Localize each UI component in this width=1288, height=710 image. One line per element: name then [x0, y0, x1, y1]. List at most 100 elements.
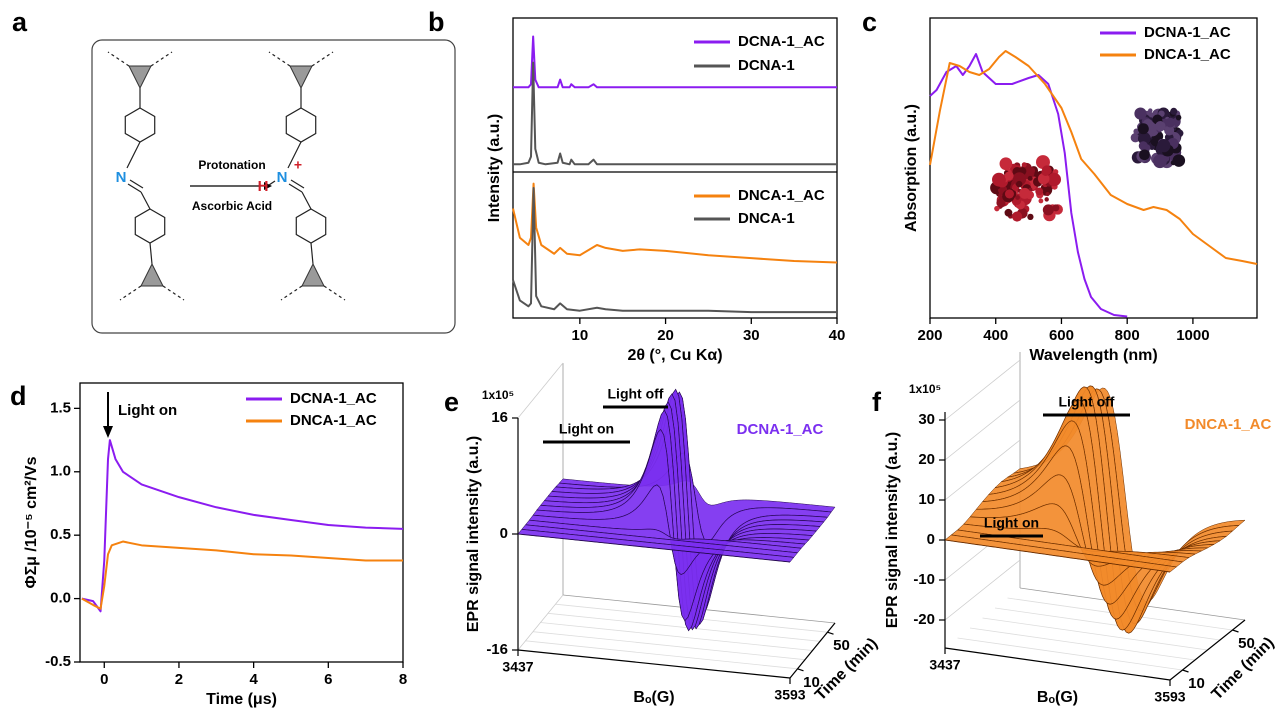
legend-label: DCNA-1_AC [738, 33, 825, 50]
particle [994, 205, 1000, 212]
node-triangle [140, 262, 164, 287]
particle [1012, 172, 1027, 186]
series-line [512, 182, 838, 264]
bond [129, 179, 144, 189]
floor-grid [957, 637, 1183, 671]
particle [1047, 172, 1061, 187]
node-triangle [301, 262, 325, 287]
particle [1045, 191, 1050, 197]
series-line [512, 187, 837, 314]
series-label: DNCA-1_AC [1185, 416, 1272, 433]
z-tick-label: -20 [913, 611, 935, 628]
time-tick [797, 668, 804, 672]
y-axis-label: Absorption (a.u.) [903, 104, 920, 232]
particle [1130, 132, 1141, 143]
scale-label: 1x10⁵ [482, 388, 514, 402]
x-tick-label: 600 [1049, 327, 1074, 344]
x-tick-label: 2 [175, 671, 183, 688]
bond [310, 242, 314, 265]
bond [127, 183, 142, 193]
particle [992, 172, 1006, 187]
annotation: Light on [118, 402, 177, 419]
plot-frame [929, 17, 1258, 319]
particle [1155, 120, 1166, 132]
node-triangle [128, 65, 152, 90]
arrow-head [264, 182, 272, 190]
scheme-box [91, 39, 456, 334]
y-tick-label: 1.5 [50, 399, 71, 416]
particle [1004, 171, 1014, 181]
panel-label: f [872, 387, 882, 417]
z-tick-label: 16 [491, 409, 508, 426]
floor-grid [532, 631, 806, 661]
x-axis-label: 2θ (°, Cu Kα) [627, 347, 722, 364]
z-tick-label: 0 [927, 531, 935, 548]
particle [1038, 198, 1044, 204]
legend-label: DNCA-1_AC [1144, 46, 1231, 63]
grid-line [517, 362, 564, 419]
floor-grid [994, 607, 1221, 641]
annotation: Light on [559, 421, 614, 437]
particle [1004, 189, 1015, 199]
grid-line [517, 594, 564, 651]
panel-label: e [444, 387, 459, 417]
x-tick-label: 200 [917, 327, 942, 344]
x-tick-label: 3437 [502, 659, 533, 675]
condition: Ascorbic Acid [192, 199, 272, 213]
panel-label: c [862, 7, 877, 37]
annotation: Light on [984, 515, 1039, 531]
particle [1170, 160, 1176, 166]
particle [999, 157, 1013, 171]
x-tick-label: 6 [324, 671, 332, 688]
z-tick-label: -16 [486, 641, 508, 658]
x-tick-label: 8 [399, 671, 407, 688]
particle [1021, 162, 1027, 168]
x-tick-label: 3437 [929, 657, 960, 673]
bond [323, 285, 346, 301]
particle [1133, 128, 1140, 135]
particle [1004, 208, 1013, 217]
x-axis-label: Time (μs) [206, 691, 277, 708]
x-tick-label: 4 [249, 671, 258, 688]
bond [149, 242, 153, 265]
bond [162, 285, 185, 301]
particle [1016, 180, 1023, 188]
x-tick-label: 400 [983, 327, 1008, 344]
particle [1137, 123, 1149, 135]
particle [1027, 213, 1034, 221]
particle [1041, 167, 1050, 176]
atom: N [277, 169, 288, 186]
particle [1165, 117, 1176, 128]
bond [268, 51, 291, 67]
atom: N [116, 169, 127, 186]
series-line [513, 35, 837, 89]
floor-grid [982, 617, 1208, 651]
time-tick-label: 50 [1238, 635, 1255, 652]
particle [1042, 204, 1054, 216]
particle [1139, 149, 1150, 161]
atom: + [294, 157, 302, 173]
atom: H [258, 178, 269, 195]
bond [126, 141, 141, 169]
x-tick-label: 3593 [1154, 689, 1185, 705]
particle [1019, 187, 1031, 199]
particle [1153, 154, 1167, 169]
particle [1035, 187, 1044, 196]
grid-line [944, 559, 1021, 621]
annotation: Light off [608, 386, 664, 402]
x-axis [517, 649, 791, 679]
legend-label: DCNA-1 [738, 57, 795, 74]
series-line [929, 50, 1258, 265]
node-triangle [289, 65, 313, 90]
y-tick-label: 1.0 [50, 463, 71, 480]
bond [290, 179, 305, 189]
time-tick-label: 10 [1188, 675, 1205, 692]
time-tick [827, 631, 834, 635]
grid-line [944, 439, 1021, 501]
particle [1164, 125, 1175, 136]
series-line [81, 439, 404, 613]
particle [1172, 154, 1186, 167]
series-line [929, 53, 1128, 318]
y-tick-label: 0.5 [50, 526, 71, 543]
